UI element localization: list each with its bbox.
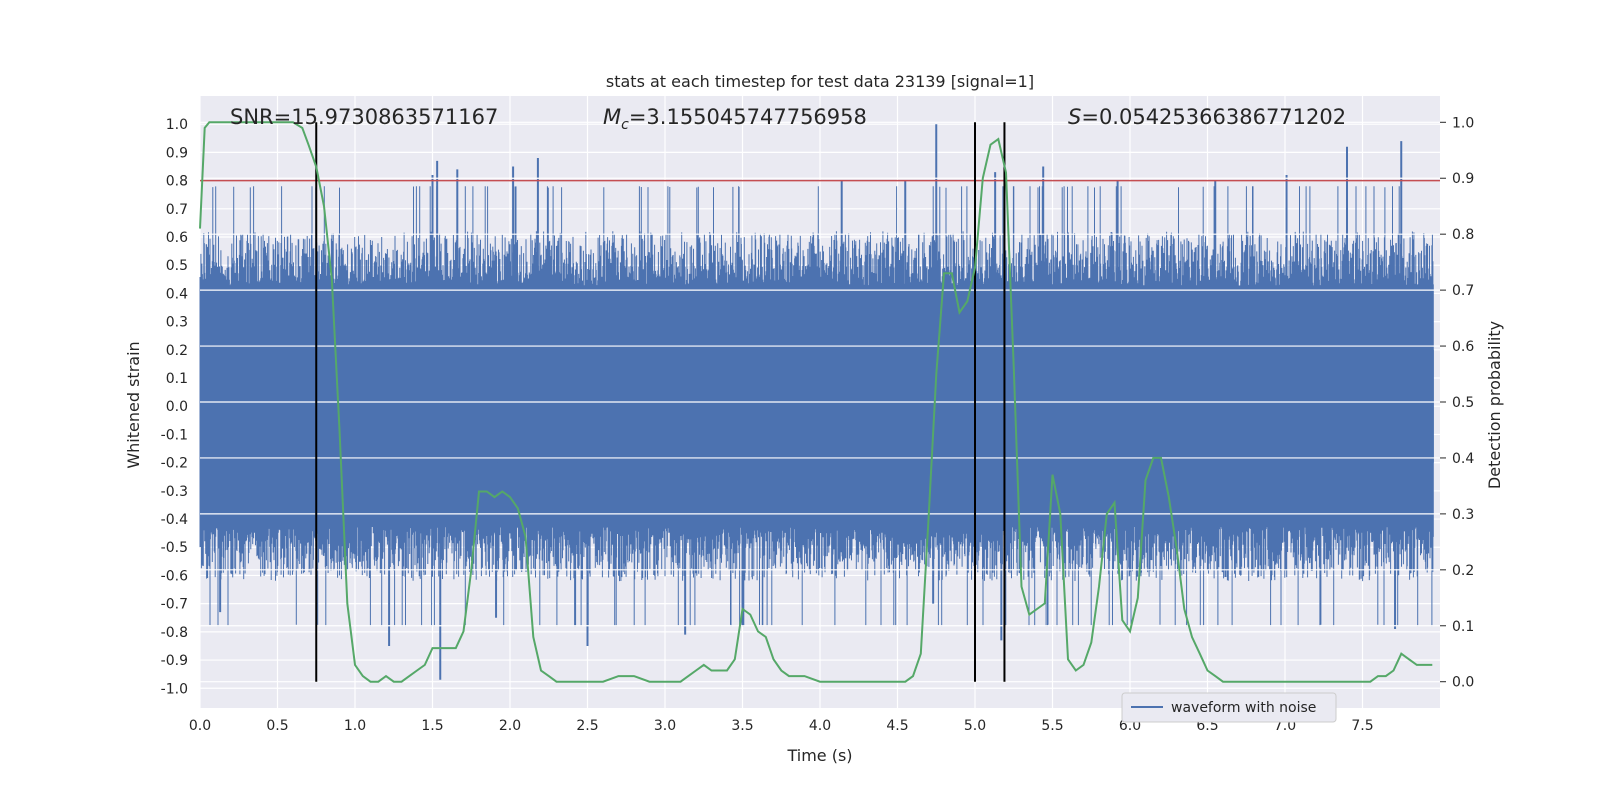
y-tick-label-left: 0.3 (166, 315, 188, 331)
y-tick-label-left: 0.5 (166, 258, 188, 274)
chart-title: stats at each timestep for test data 231… (606, 72, 1034, 91)
waveform-core (200, 349, 1434, 463)
mc-value: =3.155045747756958 (629, 105, 867, 129)
x-tick-label: 4.0 (809, 718, 831, 734)
y-tick-label-right: 0.8 (1452, 227, 1474, 243)
y-tick-label-left: -0.5 (161, 540, 188, 556)
x-axis-label: Time (s) (786, 746, 852, 765)
mc-symbol: M (603, 105, 621, 129)
y-tick-label-left: -0.3 (161, 484, 188, 500)
x-tick-label: 3.5 (731, 718, 753, 734)
x-tick-label: 1.0 (344, 718, 366, 734)
s-symbol: S (1068, 105, 1081, 129)
y-axis-label-left: Whitened strain (124, 341, 143, 468)
y-tick-label-left: -0.9 (161, 653, 188, 669)
mc-subscript: c (621, 117, 629, 133)
x-tick-label: 7.5 (1351, 718, 1373, 734)
x-tick-label: 0.0 (189, 718, 211, 734)
y-tick-label-left: -0.1 (161, 427, 188, 443)
y-tick-label-left: -0.7 (161, 597, 188, 613)
probability-line (199, 121, 1433, 683)
y-tick-label-left: -0.4 (161, 512, 188, 528)
waveform-series (199, 121, 1440, 683)
y-tick-label-left: -1.0 (161, 681, 188, 697)
x-tick-label: 2.5 (576, 718, 598, 734)
x-tick-label: 0.5 (266, 718, 288, 734)
x-tick-label: 5.0 (964, 718, 986, 734)
y-tick-label-left: 0.4 (166, 286, 188, 302)
y-tick-label-right: 0.3 (1452, 507, 1474, 523)
y-tick-label-right: 0.4 (1452, 451, 1474, 467)
snr-annotation: SNR=15.9730863571167 (230, 105, 498, 129)
y-tick-label-left: 0.6 (166, 230, 188, 246)
y-tick-label-right: 0.1 (1452, 619, 1474, 635)
legend-box (1121, 692, 1337, 723)
x-tick-label: 1.5 (421, 718, 443, 734)
s-annotation: S=0.05425366386771202 (1068, 105, 1346, 129)
y-tick-label-right: 0.0 (1452, 675, 1474, 691)
y-tick-label-right: 0.6 (1452, 339, 1474, 355)
y-tick-label-right: 0.9 (1452, 171, 1474, 187)
x-tick-label: 3.0 (654, 718, 676, 734)
y-tick-label-left: 0.9 (166, 145, 188, 161)
chirp-mass-annotation: Mc=3.155045747756958 (603, 105, 867, 133)
y-tick-label-left: 0.7 (166, 202, 188, 218)
y-tick-label-left: 0.2 (166, 343, 188, 359)
x-tick-label: 2.0 (499, 718, 521, 734)
y-tick-label-left: -0.6 (161, 568, 188, 584)
s-value: =0.05425366386771202 (1081, 105, 1346, 129)
y-tick-label-left: -0.2 (161, 456, 188, 472)
y-tick-label-left: 0.0 (166, 399, 188, 415)
x-tick-label: 4.5 (886, 718, 908, 734)
y-tick-label-right: 0.2 (1452, 563, 1474, 579)
vertical-markers (315, 122, 1006, 682)
legend: waveform with noise (1121, 692, 1337, 723)
legend-label: waveform with noise (1171, 700, 1316, 716)
y-tick-label-right: 0.7 (1452, 283, 1474, 299)
x-tick-label: 5.5 (1041, 718, 1063, 734)
probability-series (199, 121, 1433, 683)
y-tick-label-left: 0.8 (166, 174, 188, 190)
y-tick-label-right: 0.5 (1452, 395, 1474, 411)
y-axis-label-right: Detection probability (1485, 321, 1504, 489)
y-tick-label-left: 0.1 (166, 371, 188, 387)
y-tick-label-right: 1.0 (1452, 115, 1474, 131)
y-tick-label-left: 1.0 (166, 117, 188, 133)
y-tick-label-left: -0.8 (161, 625, 188, 641)
